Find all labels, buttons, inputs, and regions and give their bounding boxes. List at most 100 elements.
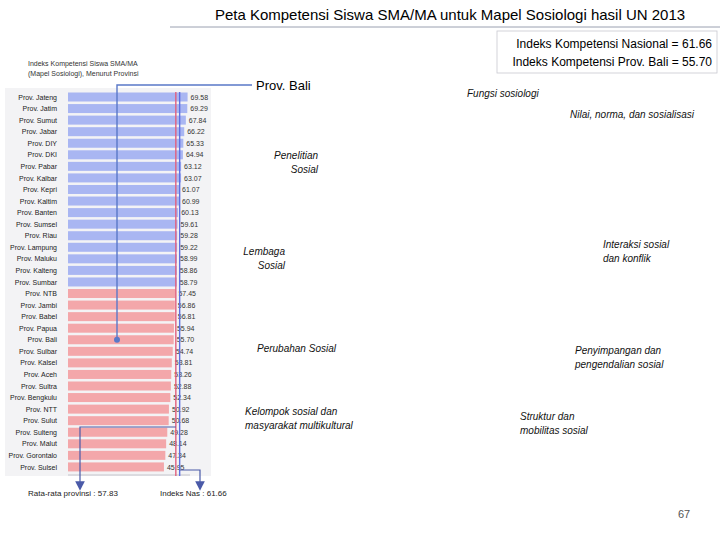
bar [68, 301, 175, 310]
annotation-dot [114, 337, 120, 343]
category-label: Prov. Jatim [23, 105, 58, 112]
category-label: Prov. Pabar [21, 163, 58, 170]
bar [68, 231, 177, 240]
category-label: Prov. Banten [17, 209, 57, 216]
category-label: Prov. Papua [19, 325, 57, 333]
topic-label: mobilitas sosial [520, 425, 589, 436]
data-label: 66.22 [187, 128, 205, 135]
topic-label: Nilai, norma, dan sosialisasi [570, 109, 695, 120]
annotation-connector [117, 85, 252, 340]
category-label: Prov. Sulsel [20, 464, 57, 471]
bar [68, 312, 175, 321]
data-label: 54.74 [176, 348, 194, 355]
topic-label: Sosial [291, 164, 319, 175]
category-label: Prov. Riau [25, 232, 57, 239]
data-label: 64.94 [186, 151, 204, 158]
bar [68, 93, 188, 102]
summary-box [497, 31, 717, 73]
subtitle: (Mapel Sosiologi), Menurut Provinsi [28, 70, 139, 78]
bar [68, 104, 187, 113]
subtitle: Indeks Kompetensi Siswa SMA/MA [28, 60, 138, 68]
category-label: Prov. Bengkulu [10, 394, 57, 402]
category-label: Prov. Jambi [21, 302, 58, 309]
bar [68, 451, 165, 460]
data-label: 53.81 [175, 359, 193, 366]
connector [80, 427, 176, 486]
summary-text: Indeks Kompetensi Prov. Bali = 55.70 [512, 55, 712, 69]
topic-label: Struktur dan [520, 411, 575, 422]
category-label: Prov. Kaltim [20, 198, 57, 205]
topic-label: Sosial [258, 260, 286, 271]
category-label: Prov. Kepri [23, 186, 58, 194]
bar [68, 220, 178, 229]
reference-label: Rata-rata provinsi : 57.83 [28, 489, 118, 498]
bar [68, 208, 178, 217]
slide: Peta Kompetensi Siswa SMA/MA untuk Mapel… [0, 0, 720, 540]
bar [68, 416, 169, 425]
bar [68, 358, 172, 367]
bar [68, 266, 177, 275]
topic-label: masyarakat multikultural [245, 420, 354, 431]
data-label: 58.79 [180, 279, 198, 286]
bar [68, 439, 166, 448]
category-label: Prov. NTT [26, 406, 58, 413]
data-label: 61.07 [182, 186, 200, 193]
bar [68, 254, 177, 263]
data-label: 63.12 [184, 163, 202, 170]
bar [68, 324, 174, 333]
category-label: Prov. Babel [21, 313, 57, 320]
topic-label: Penelitian [274, 150, 318, 161]
reference-line [179, 92, 180, 476]
data-label: 69.58 [191, 94, 209, 101]
category-label: Prov. Sultra [21, 383, 57, 390]
bars [68, 93, 188, 472]
topic-label: Perubahan Sosial [257, 343, 337, 354]
category-label: Prov. Malut [22, 440, 57, 447]
annotation: Prov. Bali [256, 78, 311, 93]
connector [180, 470, 200, 486]
bar [68, 428, 167, 437]
topic-label: Penyimpangan dan [575, 345, 662, 356]
bar [68, 162, 181, 171]
bar [68, 173, 181, 182]
bar [68, 382, 171, 391]
data-label: 59.28 [180, 232, 198, 239]
data-label: 56.86 [178, 302, 196, 309]
category-label: Prov. Sumbar [15, 279, 58, 286]
data-label: 58.99 [180, 255, 198, 262]
bar [68, 393, 170, 402]
data-label: 65.33 [186, 140, 204, 147]
data-label: 63.07 [184, 175, 202, 182]
bar [68, 243, 177, 252]
topic-label: dan konflik [603, 253, 652, 264]
category-label: Prov. Sumut [19, 117, 57, 124]
bar [68, 289, 175, 298]
category-label: Prov. Lampung [10, 244, 57, 252]
topic-label: Fungsi sosiologi [467, 88, 539, 99]
category-label: Prov. Kalsel [20, 359, 57, 366]
data-label: 50.92 [172, 406, 190, 413]
topic-label: Kelompok sosial dan [245, 406, 338, 417]
data-label: 58.86 [180, 267, 198, 274]
labels: Prov. Jateng69.58Prov. Jatim69.29Prov. S… [8, 94, 208, 471]
category-label: Prov. DIY [28, 140, 58, 147]
bar [68, 185, 179, 194]
bar [68, 139, 183, 148]
category-label: Prov. Sulbar [19, 348, 58, 355]
bar [68, 150, 183, 159]
category-label: Prov. Sulut [23, 417, 57, 424]
topic-label: pengendalian sosial [574, 359, 664, 370]
data-label: 56.81 [178, 313, 196, 320]
data-label: 59.61 [181, 221, 199, 228]
data-label: 47.34 [168, 452, 186, 459]
bar [68, 127, 184, 136]
summary-text: Indeks Kompetensi Nasional = 61.66 [516, 37, 712, 51]
data-label: 60.13 [181, 209, 199, 216]
page-number: 67 [678, 508, 690, 520]
data-label: 53.26 [174, 371, 192, 378]
data-label: 60.99 [182, 198, 200, 205]
chart-panel [5, 88, 211, 476]
data-label: 69.29 [190, 105, 208, 112]
bar [68, 277, 177, 286]
category-label: Prov. Aceh [24, 371, 57, 378]
